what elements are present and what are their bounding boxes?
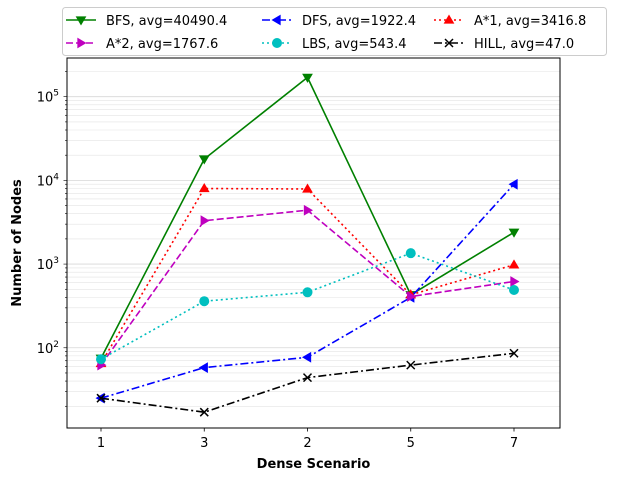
legend-box bbox=[62, 7, 607, 56]
data-point-marker bbox=[199, 407, 209, 417]
x-tick-label: 1 bbox=[97, 436, 105, 451]
series-4 bbox=[96, 248, 519, 365]
y-tick-label: 105 bbox=[37, 89, 59, 106]
y-tick-label: 104 bbox=[37, 172, 60, 189]
data-point-marker bbox=[302, 373, 313, 383]
data-point-marker bbox=[302, 183, 313, 193]
series-layer bbox=[95, 73, 520, 417]
x-tick-label: 3 bbox=[200, 436, 208, 451]
data-point-marker bbox=[508, 228, 520, 238]
data-point-marker bbox=[200, 215, 210, 227]
data-point-marker bbox=[271, 14, 281, 26]
data-point-marker bbox=[302, 351, 312, 363]
x-axis-label: Dense Scenario bbox=[257, 457, 371, 472]
y-tick-label: 102 bbox=[37, 340, 59, 357]
data-point-marker bbox=[198, 155, 210, 165]
axes: 1 3 2 5 7 102 103 104 105 bbox=[37, 89, 518, 451]
legend-label: BFS, avg=40490.4 bbox=[106, 14, 227, 29]
series-3 bbox=[97, 204, 520, 371]
legend-item: LBS, avg=543.4 bbox=[262, 37, 406, 52]
data-point-marker bbox=[405, 248, 416, 259]
data-point-marker bbox=[198, 362, 208, 373]
legend-item: A*2, avg=1767.6 bbox=[66, 37, 218, 52]
data-point-marker bbox=[509, 348, 519, 358]
data-point-marker bbox=[508, 178, 518, 190]
data-point-marker bbox=[199, 296, 210, 307]
data-point-marker bbox=[443, 14, 455, 24]
data-point-marker bbox=[272, 38, 282, 48]
grid-lines bbox=[63, 71, 560, 407]
data-point-marker bbox=[444, 38, 454, 48]
data-point-marker bbox=[510, 276, 520, 287]
legend-item: DFS, avg=1922.4 bbox=[262, 14, 416, 29]
data-point-marker bbox=[77, 37, 87, 49]
data-point-marker bbox=[508, 259, 520, 269]
legend: BFS, avg=40490.4 DFS, avg=1922.4 A*1, avg=… bbox=[62, 7, 607, 56]
x-tick-label: 2 bbox=[303, 436, 311, 451]
legend-item: HILL, avg=47.0 bbox=[434, 37, 574, 52]
data-point-marker bbox=[406, 360, 416, 370]
data-point-marker bbox=[75, 16, 87, 26]
data-point-marker bbox=[407, 291, 417, 302]
plot-frame bbox=[66, 57, 561, 429]
legend-label: LBS, avg=543.4 bbox=[302, 37, 406, 52]
data-point-marker bbox=[96, 354, 106, 365]
data-point-marker bbox=[302, 287, 313, 298]
legend-label: A*2, avg=1767.6 bbox=[106, 37, 218, 52]
y-tick-label: 103 bbox=[37, 256, 59, 273]
legend-item: A*1, avg=3416.8 bbox=[434, 14, 586, 29]
data-point-marker bbox=[302, 73, 313, 83]
data-point-marker bbox=[96, 393, 106, 403]
legend-label: DFS, avg=1922.4 bbox=[302, 14, 416, 29]
data-point-marker bbox=[303, 204, 313, 216]
y-axis-label: Number of Nodes bbox=[10, 179, 25, 307]
legend-label: A*1, avg=3416.8 bbox=[474, 14, 586, 29]
series-5 bbox=[96, 348, 519, 417]
data-point-marker bbox=[509, 285, 519, 296]
legend-label: HILL, avg=47.0 bbox=[474, 37, 574, 52]
x-tick-label: 5 bbox=[407, 436, 415, 451]
legend-item: BFS, avg=40490.4 bbox=[66, 14, 227, 29]
x-tick-label: 7 bbox=[510, 436, 518, 451]
data-point-marker bbox=[198, 183, 210, 193]
